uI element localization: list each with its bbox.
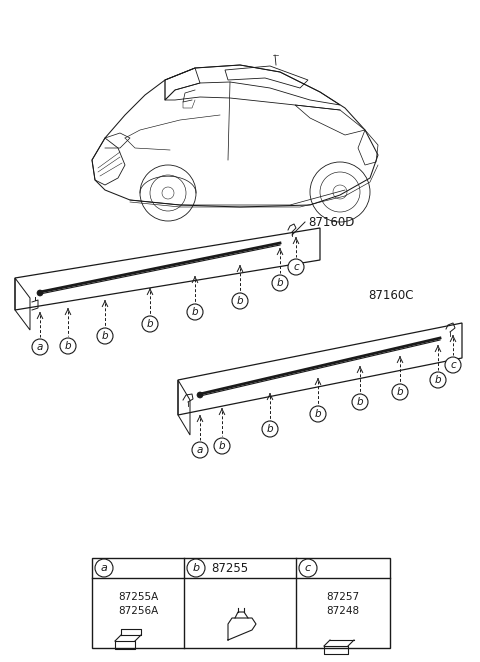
Circle shape <box>192 442 208 458</box>
Circle shape <box>272 275 288 291</box>
Text: b: b <box>219 441 225 451</box>
Text: b: b <box>65 341 72 351</box>
Circle shape <box>310 406 326 422</box>
Text: c: c <box>450 360 456 370</box>
Circle shape <box>187 304 203 320</box>
Text: b: b <box>102 331 108 341</box>
Circle shape <box>97 328 113 344</box>
Circle shape <box>232 293 248 309</box>
Text: b: b <box>315 409 321 419</box>
Text: b: b <box>357 397 363 407</box>
Text: b: b <box>276 278 283 288</box>
Text: 87160C: 87160C <box>368 289 413 301</box>
Text: 87257
87248: 87257 87248 <box>326 592 360 616</box>
Circle shape <box>288 259 304 275</box>
Text: b: b <box>237 296 243 306</box>
Circle shape <box>37 290 43 296</box>
Text: c: c <box>293 262 299 272</box>
Text: b: b <box>396 387 403 397</box>
Text: 87255A
87256A: 87255A 87256A <box>118 592 158 616</box>
Text: b: b <box>435 375 441 385</box>
Circle shape <box>430 372 446 388</box>
Circle shape <box>445 357 461 373</box>
Circle shape <box>95 559 113 577</box>
Circle shape <box>262 421 278 437</box>
Circle shape <box>197 392 203 398</box>
Text: c: c <box>305 563 311 573</box>
Circle shape <box>60 338 76 354</box>
Text: 87255: 87255 <box>211 561 248 575</box>
Bar <box>92 558 390 648</box>
Circle shape <box>352 394 368 410</box>
Circle shape <box>32 339 48 355</box>
Text: b: b <box>192 307 198 317</box>
Text: a: a <box>37 342 43 352</box>
Text: b: b <box>147 319 153 329</box>
Circle shape <box>299 559 317 577</box>
Text: b: b <box>192 563 200 573</box>
Text: a: a <box>101 563 108 573</box>
Circle shape <box>392 384 408 400</box>
Circle shape <box>142 316 158 332</box>
Text: a: a <box>197 445 203 455</box>
Circle shape <box>214 438 230 454</box>
Text: b: b <box>267 424 273 434</box>
Circle shape <box>187 559 205 577</box>
Text: 87160D: 87160D <box>308 216 354 228</box>
